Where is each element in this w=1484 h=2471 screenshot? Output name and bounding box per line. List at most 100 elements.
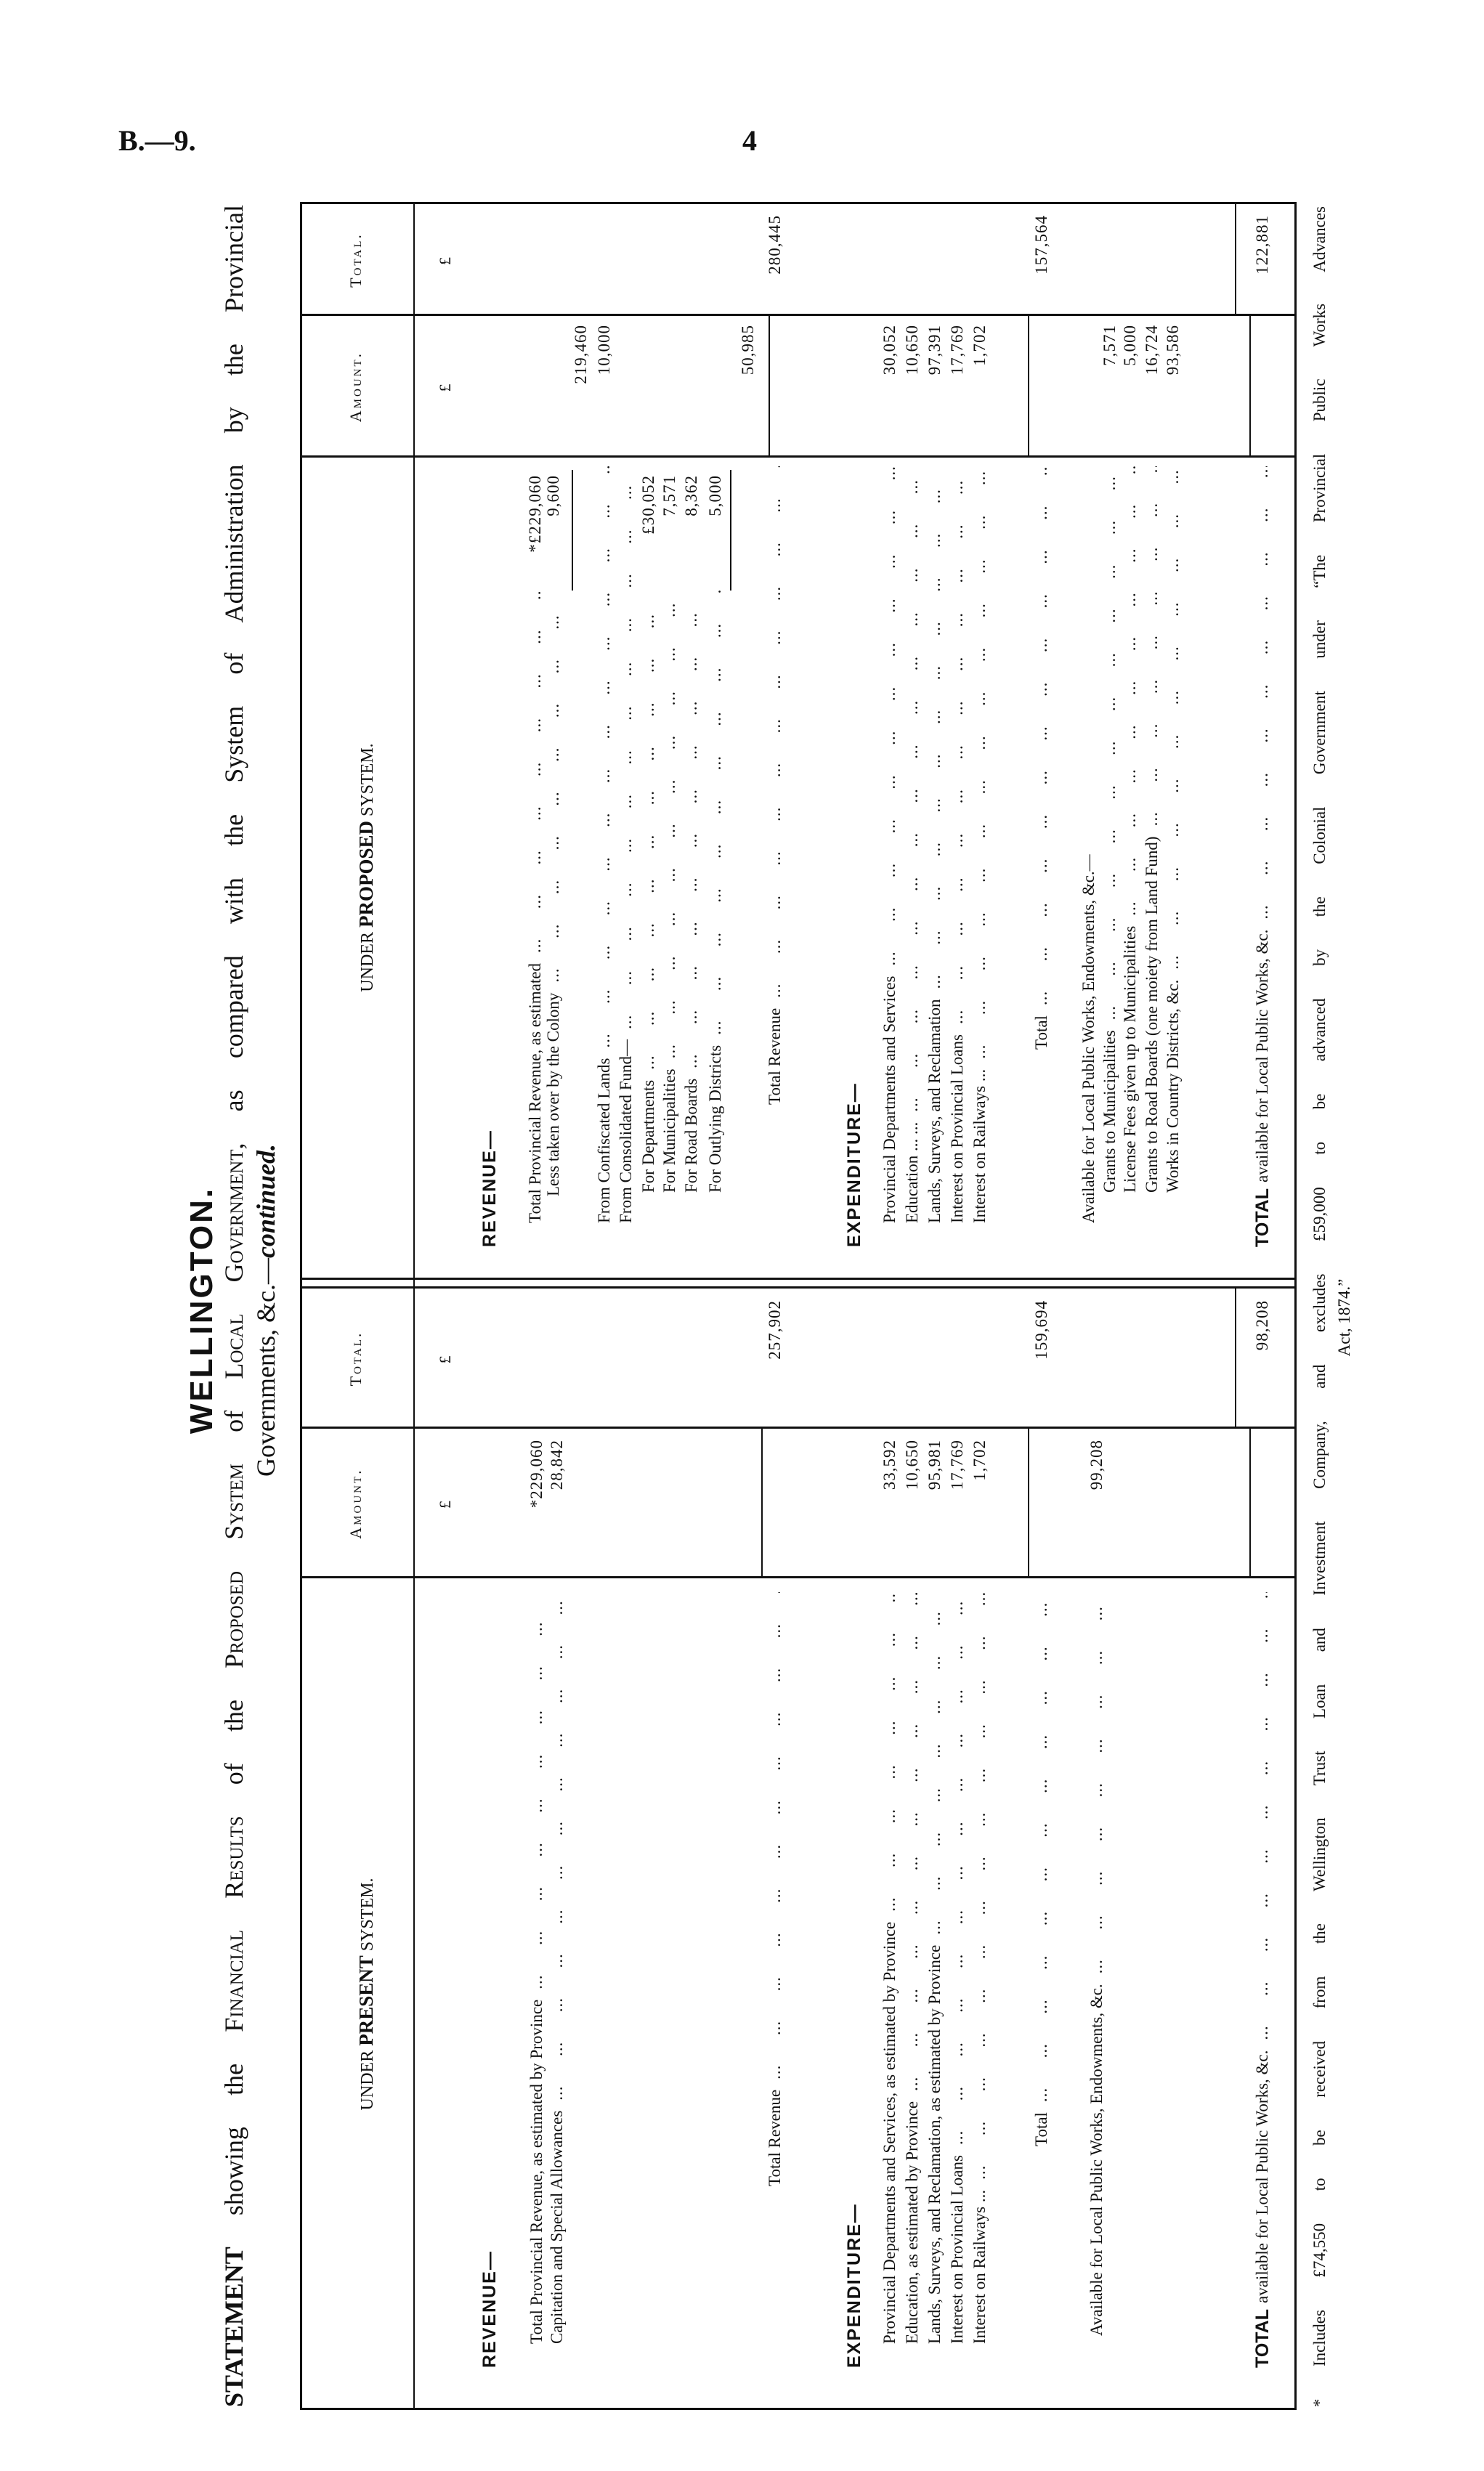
present-expenditure-amount: 1,702: [970, 1440, 989, 1481]
present-amount-header: Amount.: [346, 1468, 365, 1539]
proposed-consolidated-amount: 50,985: [739, 325, 757, 376]
proposed-total-header: Total.: [346, 232, 365, 288]
present-total-revenue-text: Total Revenue: [766, 2089, 784, 2186]
proposed-total-expenditure: Total: [1031, 466, 1052, 1050]
proposed-expenditure-item-text: Education ... ...: [903, 1121, 921, 1223]
leader-dots: [1100, 466, 1120, 1030]
column-divider: [300, 1278, 1294, 1280]
present-total-revenue: Total Revenue: [765, 1592, 785, 2186]
leader-dots: [594, 466, 615, 1058]
proposed-revenue-heading: REVENUE—: [479, 1129, 500, 1247]
proposed-available-item: Works in Country Districts, &c.: [1163, 466, 1183, 1193]
leader-dots: [970, 466, 990, 1069]
footnote-line-1: * Includes £74,550 to be received from t…: [1310, 206, 1329, 2407]
proposed-expenditure-item-text: Provincial Departments and Services: [880, 975, 899, 1223]
footnote-line-2: Act, 1874.”: [1335, 1278, 1353, 1357]
leader-dots: [638, 590, 659, 1080]
leader-dots: [765, 1592, 785, 2090]
proposed-expenditure-item-text: Interest on Provincial Loans: [948, 1034, 966, 1223]
present-amount-currency: £: [436, 1498, 454, 1509]
rule: [1235, 204, 1236, 316]
leader-dots: [925, 1592, 945, 1945]
grand-total-bold: TOTAL: [1252, 2308, 1273, 2368]
proposed-available-item-text: License Fees given up to Municipalities: [1121, 925, 1139, 1193]
proposed-revenue-item-text: For Departments: [639, 1079, 657, 1193]
leader-dots: [925, 466, 945, 999]
proposed-revenue-amount: 10,000: [595, 325, 613, 376]
present-revenue-heading: REVENUE—: [479, 2250, 500, 2368]
leader-dots: [902, 1592, 923, 2101]
proposed-expenditure-item-text: Lands, Surveys, and Reclamation: [925, 999, 944, 1223]
present-system-heading: UNDER PRESENT SYSTEM.: [355, 1578, 377, 2410]
proposed-grand-total: TOTAL available for Local Public Works, &…: [1252, 466, 1273, 1247]
proposed-expenditure-heading: EXPENDITURE—: [844, 1082, 864, 1247]
proposed-revenue-item-text: Total Provincial Revenue, as estimated: [526, 963, 544, 1223]
title-part: Financial Results: [219, 1816, 248, 2032]
proposed-revenue-subamount: 8,362: [682, 475, 700, 516]
proposed-revenue-item-text: Less taken over by the Colony: [544, 992, 562, 1196]
leader-dots: [616, 466, 636, 1039]
rule: [761, 1429, 763, 1578]
proposed-expenditure-amount: 97,391: [925, 325, 944, 376]
proposed-revenue-item-text: From Confiscated Lands: [595, 1058, 613, 1223]
leader-dots: [880, 1592, 900, 1922]
rule: [413, 202, 415, 2410]
proposed-available-amount: 5,000: [1121, 325, 1139, 366]
present-expenditure-item-text: Interest on Railways ...: [970, 2189, 989, 2344]
leader-dots: [525, 590, 546, 963]
statement-title: STATEMENT showing the Financial Results …: [218, 205, 250, 2407]
leader-dots: [1087, 1592, 1107, 1984]
rule: [1028, 316, 1029, 458]
page-number: 4: [742, 124, 757, 157]
proposed-total-revenue-text: Total Revenue: [766, 1007, 784, 1105]
present-expenditure-item: Provincial Departments and Services, as …: [880, 1592, 900, 2344]
present-expenditure-amount: 10,650: [903, 1440, 921, 1490]
proposed-available-item-text: Grants to Road Boards (one moiety from L…: [1143, 836, 1161, 1193]
heading-bold: PRESENT: [355, 1955, 377, 2046]
leader-dots: [1163, 466, 1183, 980]
proposed-expenditure-amount: 1,702: [970, 325, 989, 366]
heading-pre: UNDER: [358, 2050, 377, 2111]
proposed-available-item-text: Grants to Municipalities: [1100, 1030, 1119, 1193]
proposed-expenditure-item: Lands, Surveys, and Reclamation: [925, 466, 945, 1223]
present-revenue-item-text: Capitation and Special Allowances: [548, 2110, 566, 2344]
present-expenditure-item-text: Lands, Surveys, and Reclamation, as esti…: [925, 1944, 944, 2344]
rule: [730, 470, 731, 591]
title-part: STATEMENT: [219, 2247, 248, 2407]
proposed-revenue-subamount: *£229,060: [526, 475, 544, 553]
proposed-amount-header: Amount.: [346, 351, 365, 423]
column-divider: [300, 2408, 1294, 2410]
proposed-revenue-subamount: £30,052: [639, 475, 657, 535]
document-reference: B.—9.: [118, 124, 196, 157]
title-part: showing the: [219, 2063, 248, 2216]
present-revenue-item-text: Total Provincial Revenue, as estimated b…: [527, 1999, 546, 2344]
present-expenditure-amount: 17,769: [948, 1440, 966, 1490]
proposed-available-amount: 16,724: [1143, 325, 1161, 376]
leader-dots: [1120, 466, 1140, 926]
proposed-expenditure-item: Interest on Provincial Loans: [947, 466, 968, 1223]
proposed-expenditure-amount: 17,769: [948, 325, 966, 376]
present-total-expenditure: Total: [1031, 1592, 1052, 2146]
present-total-expenditure-value: 159,694: [1032, 1300, 1050, 1360]
present-available: Available for Local Public Works, Endowm…: [1087, 1592, 1107, 2336]
rule: [1249, 1429, 1251, 1578]
leader-dots: [947, 1592, 968, 2155]
leader-dots: [1142, 466, 1162, 836]
rule: [1249, 316, 1251, 458]
present-expenditure-item: Lands, Surveys, and Reclamation, as esti…: [925, 1592, 945, 2344]
present-total-expenditure-text: Total: [1032, 2112, 1050, 2146]
proposed-revenue-item-text: From Consolidated Fund—: [617, 1039, 635, 1223]
heading-bold: PROPOSED: [355, 821, 377, 928]
leader-dots: [681, 590, 702, 1079]
present-expenditure-item: Interest on Provincial Loans: [947, 1592, 968, 2344]
proposed-available-item-text: Works in Country Districts, &c.: [1164, 979, 1182, 1193]
subtitle-italic: continued.: [251, 1144, 280, 1259]
title-part: of: [219, 1410, 248, 1432]
title-part: as compared with the System of Administr…: [219, 204, 248, 1112]
proposed-grand-total-value: 122,881: [1253, 215, 1271, 275]
leader-dots: [705, 590, 726, 1045]
proposed-available-amount: 93,586: [1164, 325, 1182, 376]
present-expenditure-item: Education, as estimated by Province: [902, 1592, 923, 2344]
proposed-expenditure-item: Interest on Railways ...: [970, 466, 990, 1223]
title-part: of the: [219, 1700, 248, 1785]
